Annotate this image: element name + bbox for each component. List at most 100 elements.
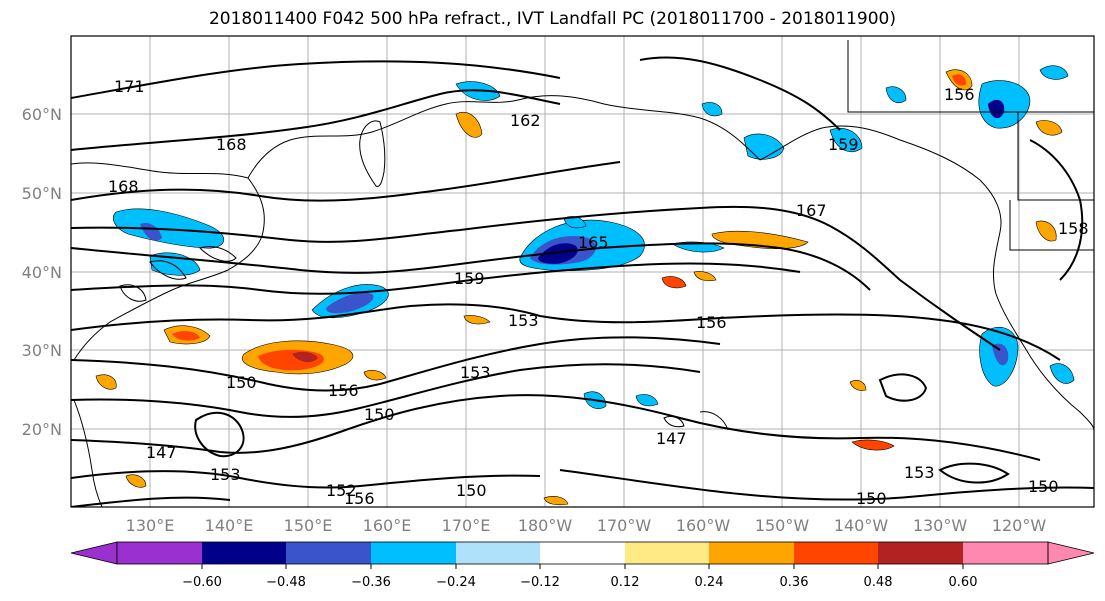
- contour-label: 156: [944, 85, 975, 104]
- colorbar-swatch: [709, 542, 794, 564]
- contour-label: 156: [696, 313, 727, 332]
- lon-label: 170°W: [597, 516, 652, 535]
- contour-label: 150: [226, 373, 257, 392]
- height-contours: [71, 56, 1094, 507]
- colorbar-extend-high: [1047, 541, 1095, 565]
- contour-label: 153: [904, 463, 935, 482]
- colorbar: −0.60 −0.48 −0.36 −0.24 −0.12 0.12 0.24 …: [70, 541, 1095, 590]
- contour-label: 152: [326, 481, 357, 500]
- colorbar-tick-label: 0.48: [864, 575, 893, 590]
- lat-label: 40°N: [22, 263, 62, 282]
- anomaly-patch-wash-warm: [1035, 220, 1057, 242]
- contour-label: 156: [344, 489, 375, 508]
- contour-label: 153: [508, 311, 539, 330]
- colorbar-tick-label: 0.36: [780, 575, 809, 590]
- anomaly-patch-east-china-core: [172, 331, 200, 341]
- colorbar-swatch: [878, 542, 963, 564]
- lat-label: 50°N: [22, 184, 62, 203]
- lon-label: 180°W: [518, 516, 573, 535]
- anomaly-patch-small-warm-6: [125, 474, 147, 488]
- contour-label: 165: [578, 233, 609, 252]
- longitude-labels: 130°E 140°E 150°E 160°E 170°E 180°W 170°…: [126, 516, 1047, 535]
- colorbar-frame: [116, 541, 1049, 565]
- contour-label: 168: [216, 135, 247, 154]
- coastlines: [71, 40, 1094, 507]
- contour-label: 147: [146, 443, 177, 462]
- lon-label: 130°E: [126, 516, 175, 535]
- anomaly-patch-small-2: [701, 102, 723, 117]
- contour-label: 159: [454, 269, 485, 288]
- negative-anomaly-patches: [113, 65, 1075, 409]
- map-title: 2018011400 F042 500 hPa refract., IVT La…: [208, 9, 896, 29]
- map-layers: 171 168 168 162 159 156 167 165 159 153 …: [71, 36, 1094, 508]
- lon-label: 150°E: [284, 516, 333, 535]
- anomaly-patch-small-warm-7: [693, 271, 717, 282]
- lat-label: 20°N: [22, 420, 62, 439]
- anomaly-patch-ca-coast-core: [992, 343, 1009, 366]
- colorbar-swatch: [794, 542, 878, 564]
- lon-label: 160°E: [363, 516, 412, 535]
- anomaly-patch-bering-warm: [455, 112, 483, 138]
- lon-label: 150°W: [755, 516, 810, 535]
- anomaly-patch-alaska-warm-core: [952, 74, 966, 86]
- colorbar-tick-label: 0.12: [611, 575, 640, 590]
- colorbar-tick-label: 0.24: [695, 575, 724, 590]
- anomaly-patch-small-warm-5: [543, 496, 569, 506]
- lon-label: 120°W: [992, 516, 1047, 535]
- lat-label: 30°N: [22, 341, 62, 360]
- contour-label: 159: [828, 135, 859, 154]
- contour-label: 150: [1028, 477, 1059, 496]
- lon-label: 140°W: [834, 516, 889, 535]
- anomaly-patch-bc-warm: [1035, 120, 1063, 136]
- colorbar-tick-label: 0.60: [949, 575, 978, 590]
- latitude-labels: 60°N 50°N 40°N 30°N 20°N: [22, 105, 62, 439]
- anomaly-patch-small-warm-1: [661, 276, 687, 289]
- contour-label: 147: [656, 429, 687, 448]
- anomaly-patch-alaska-peninsula: [829, 128, 863, 152]
- anomaly-patch-bering-1: [743, 133, 785, 160]
- anomaly-patch-subtropic-2: [635, 394, 659, 407]
- anomaly-patch-aleutian-deep: [538, 243, 578, 264]
- contour-label: 150: [456, 481, 487, 500]
- anomaly-patch-japan-north-core: [140, 222, 162, 241]
- anomaly-patch-nw-coast: [1049, 363, 1075, 384]
- contour-label: 168: [108, 177, 139, 196]
- contour-label: 150: [856, 489, 887, 508]
- colorbar-tick-label: −0.24: [436, 575, 476, 590]
- contour-label: 158: [1058, 219, 1089, 238]
- colorbar-swatch: [371, 542, 456, 564]
- colorbar-ticks: [201, 564, 964, 569]
- contour-label: 171: [114, 77, 145, 96]
- contour-label: 167: [796, 201, 827, 220]
- contour-label: 153: [460, 363, 491, 382]
- lon-label: 140°E: [205, 516, 254, 535]
- lon-label: 130°W: [913, 516, 968, 535]
- colorbar-swatch: [286, 542, 371, 564]
- colorbar-tick-label: −0.48: [266, 575, 306, 590]
- colorbar-tick-label: −0.36: [351, 575, 391, 590]
- contour-label: 156: [328, 381, 359, 400]
- contour-label: 153: [210, 465, 241, 484]
- colorbar-tick-label: −0.12: [520, 575, 560, 590]
- colorbar-swatch: [456, 542, 540, 564]
- lon-label: 170°E: [442, 516, 491, 535]
- map-frame: [70, 35, 1095, 508]
- colorbar-swatch: [117, 542, 202, 564]
- anomaly-patch-kuril-core: [326, 292, 374, 314]
- anomaly-patch-small-1: [1039, 65, 1069, 80]
- colorbar-tick-label: −0.60: [182, 575, 222, 590]
- colorbar-swatch: [963, 542, 1048, 564]
- lon-label: 160°W: [676, 516, 731, 535]
- anomaly-patch-gulf-alaska: [978, 80, 1031, 129]
- lat-label: 60°N: [22, 105, 62, 124]
- anomaly-patch-gulf-alaska-core: [988, 99, 1005, 119]
- positive-anomaly-patches: [95, 69, 1063, 506]
- colorbar-swatch: [540, 542, 625, 564]
- contour-label: 150: [364, 405, 395, 424]
- colorbar-extend-low: [70, 541, 118, 565]
- anomaly-patch-small-warm-8: [849, 380, 867, 391]
- anomaly-patch-subtropic-warm-deep: [292, 351, 318, 363]
- contour-label: 162: [510, 111, 541, 130]
- colorbar-swatch: [625, 542, 709, 564]
